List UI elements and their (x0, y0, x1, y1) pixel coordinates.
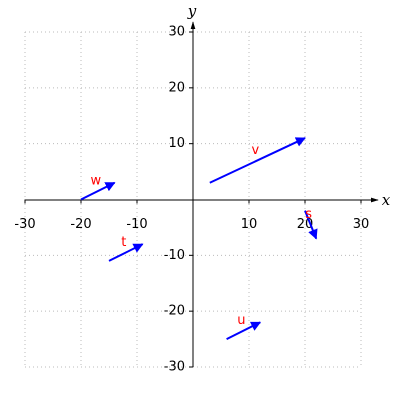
y-tick-label: -20 (164, 304, 185, 319)
y-tick-label: 20 (168, 80, 185, 95)
x-tick-label: -20 (70, 217, 91, 232)
x-tick-label: -10 (126, 217, 147, 232)
vector-arrow (80, 181, 116, 201)
y-axis-label: y (187, 2, 197, 20)
x-tick-label: -30 (14, 217, 35, 232)
y-tick-label: 30 (168, 25, 185, 40)
vector-arrow (304, 210, 318, 240)
vector-label: t (121, 235, 126, 250)
vector-arrow (209, 137, 306, 184)
x-tick-label: 30 (353, 217, 370, 232)
y-tick-label: 10 (168, 136, 185, 151)
y-tick-label: -10 (164, 248, 185, 263)
vector-arrow (108, 243, 144, 262)
x-tick-label: 10 (241, 217, 258, 232)
vector-label: v (252, 143, 260, 158)
vector-label: w (90, 174, 101, 189)
vector-arrow (226, 321, 262, 340)
x-axis-label: x (382, 191, 391, 209)
y-tick-label: -30 (164, 360, 185, 375)
vector-label: s (305, 207, 312, 222)
vector-label: u (237, 313, 245, 328)
